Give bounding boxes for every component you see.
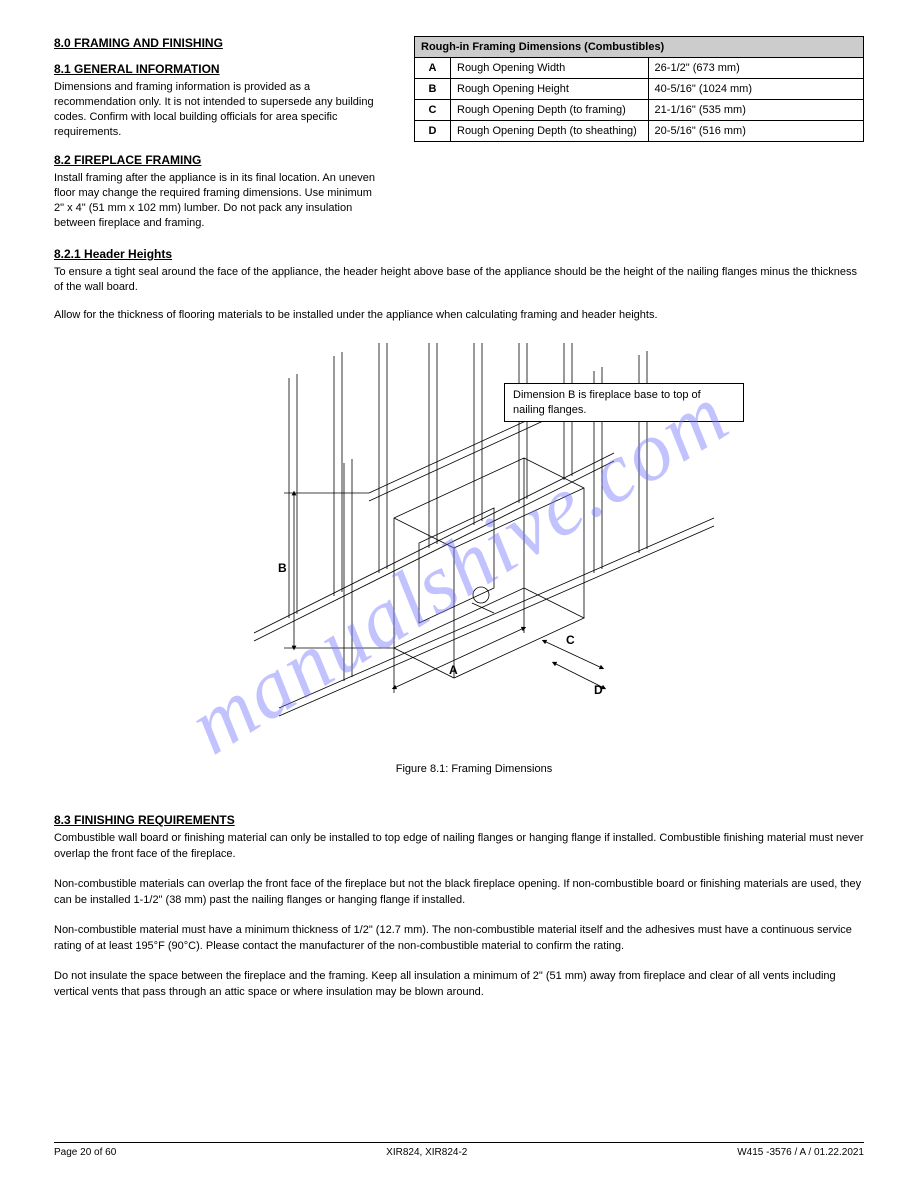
paragraph: To ensure a tight seal around the face o… <box>54 265 864 295</box>
page-footer: Page 20 of 60 XIR824, XIR824-2 W415 -357… <box>54 1142 864 1158</box>
table-row: B Rough Opening Height 40-5/16" (1024 mm… <box>415 79 864 100</box>
dim-value: 21-1/16" (535 mm) <box>648 100 863 121</box>
dim-key: A <box>415 58 451 79</box>
figure-caption: Figure 8.1: Framing Dimensions <box>194 763 754 775</box>
paragraph: Combustible wall board or finishing mate… <box>54 831 864 863</box>
table-header: Rough-in Framing Dimensions (Combustible… <box>415 37 864 58</box>
paragraph: Do not insulate the space between the fi… <box>54 969 864 1001</box>
dim-key: D <box>415 121 451 142</box>
paragraph: Dimensions and framing information is pr… <box>54 80 384 139</box>
subsection-heading: 8.1 GENERAL INFORMATION <box>54 62 384 76</box>
subsection-heading: 8.2 FIREPLACE FRAMING <box>54 153 384 167</box>
dim-key: B <box>415 79 451 100</box>
footer-left: Page 20 of 60 <box>54 1147 116 1158</box>
paragraph: Non-combustible material must have a min… <box>54 923 864 955</box>
table-row: A Rough Opening Width 26-1/2" (673 mm) <box>415 58 864 79</box>
dim-key: C <box>415 100 451 121</box>
subsubsection-heading: 8.2.1 Header Heights <box>54 247 864 261</box>
dim-value: 40-5/16" (1024 mm) <box>648 79 863 100</box>
figure-note: Dimension B is fireplace base to top of … <box>504 383 744 422</box>
paragraph: Non-combustible materials can overlap th… <box>54 877 864 909</box>
paragraph: Allow for the thickness of flooring mate… <box>54 308 864 323</box>
dim-value: 26-1/2" (673 mm) <box>648 58 863 79</box>
dim-label-b: B <box>278 561 287 575</box>
dim-desc: Rough Opening Depth (to sheathing) <box>451 121 649 142</box>
dim-value: 20-5/16" (516 mm) <box>648 121 863 142</box>
footer-right: W415 -3576 / A / 01.22.2021 <box>737 1147 864 1158</box>
subsection-heading: 8.3 FINISHING REQUIREMENTS <box>54 813 864 827</box>
dim-label-d: D <box>594 683 603 697</box>
table-row: D Rough Opening Depth (to sheathing) 20-… <box>415 121 864 142</box>
dim-desc: Rough Opening Depth (to framing) <box>451 100 649 121</box>
dim-label-a: A <box>449 663 458 677</box>
footer-center: XIR824, XIR824-2 <box>386 1147 467 1158</box>
paragraph: Install framing after the appliance is i… <box>54 171 384 230</box>
dim-desc: Rough Opening Height <box>451 79 649 100</box>
table-row: C Rough Opening Depth (to framing) 21-1/… <box>415 100 864 121</box>
framing-figure: Dimension B is fireplace base to top of … <box>194 343 754 773</box>
dim-label-c: C <box>566 633 575 647</box>
framing-dimensions-table: Rough-in Framing Dimensions (Combustible… <box>414 36 864 142</box>
section-heading: 8.0 FRAMING AND FINISHING <box>54 36 384 50</box>
dim-desc: Rough Opening Width <box>451 58 649 79</box>
